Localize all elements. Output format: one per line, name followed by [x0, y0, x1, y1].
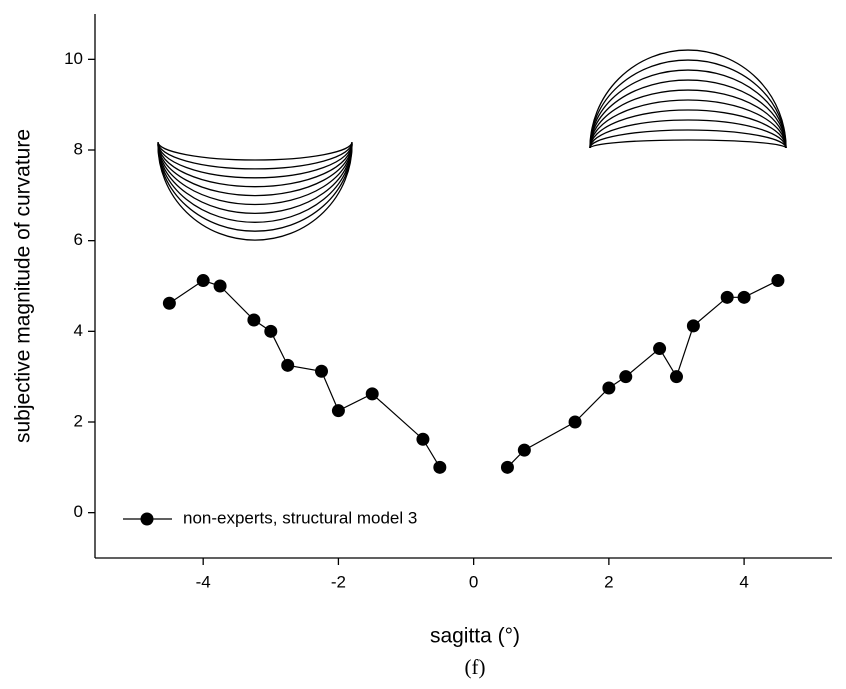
data-point [264, 324, 278, 338]
data-point [771, 274, 785, 288]
data-point [433, 460, 447, 474]
data-point [213, 279, 227, 293]
arc [157, 144, 353, 223]
concave-illustration [157, 141, 353, 241]
convex-illustration [589, 49, 787, 149]
data-point [737, 290, 751, 304]
arc [589, 109, 787, 149]
data-point [602, 381, 616, 395]
data-point [162, 296, 176, 310]
data-point [686, 319, 700, 333]
arc [157, 141, 353, 161]
series-line [169, 279, 779, 468]
data-point [281, 358, 295, 372]
data-point [331, 404, 345, 418]
arc [589, 79, 787, 149]
arc [157, 143, 353, 215]
data-point [315, 364, 329, 378]
legend-marker [140, 512, 154, 526]
y-tick-label: 0 [74, 502, 83, 521]
x-axis-title: sagitta (°) [430, 625, 520, 648]
arc [589, 69, 787, 149]
data-point [416, 432, 430, 446]
x-tick-label: 2 [604, 572, 613, 591]
data-point [720, 290, 734, 304]
y-tick-label: 6 [74, 230, 83, 249]
y-tick-label: 10 [64, 49, 83, 68]
arc [589, 59, 787, 149]
arc [589, 129, 787, 149]
y-tick-label: 4 [74, 321, 83, 340]
data-point [365, 387, 379, 401]
arc [157, 142, 353, 170]
x-tick-label: -4 [196, 572, 211, 591]
arc [589, 119, 787, 149]
arc [157, 143, 353, 197]
x-tick-label: -2 [331, 572, 346, 591]
data-point [517, 443, 531, 457]
data-point [500, 460, 514, 474]
arc [157, 143, 353, 206]
y-axis-title: subjective magnitude of curvature [12, 129, 35, 443]
data-point [568, 415, 582, 429]
data-point [196, 274, 210, 288]
arc [589, 99, 787, 149]
arc [589, 139, 787, 149]
data-point [653, 342, 667, 356]
data-point [619, 370, 633, 384]
arc [157, 142, 353, 188]
x-tick-label: 4 [739, 572, 748, 591]
caption: (f) [465, 655, 486, 679]
arc [157, 142, 353, 179]
arc [589, 49, 787, 149]
y-tick-label: 2 [74, 411, 83, 430]
arc [589, 89, 787, 149]
y-tick-label: 8 [74, 139, 83, 158]
arc [157, 144, 353, 232]
data-point [247, 313, 261, 327]
data-point [669, 370, 683, 384]
legend-label: non-experts, structural model 3 [183, 508, 417, 527]
x-tick-label: 0 [469, 572, 478, 591]
arc [157, 144, 353, 241]
